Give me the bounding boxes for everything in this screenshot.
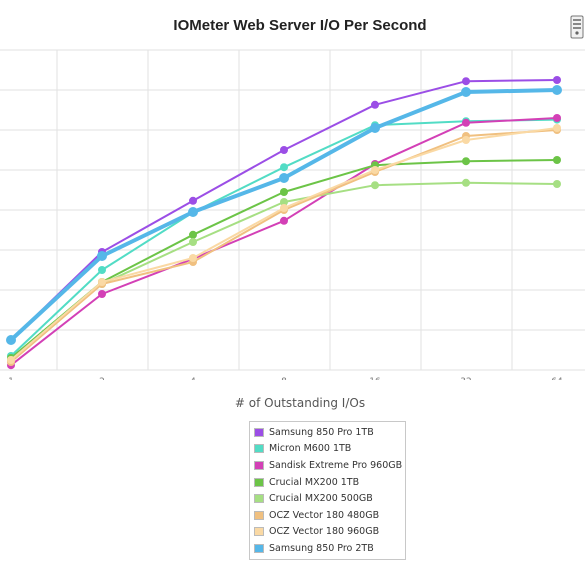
data-point <box>280 163 288 172</box>
legend: Samsung 850 Pro 1TB Micron M600 1TB Sandis… <box>249 421 406 560</box>
series-ocz-vector-180-960gb <box>7 124 561 364</box>
x-tick-labels: 1 2 4 8 16 32 64 <box>8 377 563 380</box>
data-point <box>280 146 288 154</box>
legend-label: Micron M600 1TB <box>269 443 352 455</box>
data-point <box>6 335 16 345</box>
legend-label: Crucial MX200 500GB <box>269 493 373 505</box>
data-point <box>371 181 379 190</box>
data-point <box>7 356 15 364</box>
data-point <box>189 238 197 246</box>
legend-label: OCZ Vector 180 480GB <box>269 509 380 521</box>
data-point <box>188 207 198 217</box>
plot-area: 1 2 4 8 16 32 64 <box>0 49 585 380</box>
data-point <box>552 85 562 95</box>
data-point <box>280 216 288 225</box>
data-point <box>98 266 106 274</box>
x-tick-label: 1 <box>8 377 14 380</box>
x-tick-label: 2 <box>99 377 105 380</box>
legend-item-crucial-mx200-1tb: Crucial MX200 1TB <box>254 474 405 491</box>
series-crucial-mx200-1tb <box>7 156 561 362</box>
legend-swatch <box>254 477 264 487</box>
data-point <box>98 278 106 286</box>
legend-swatch <box>254 527 264 537</box>
legend-item-sandisk-extreme-pro-960gb: Sandisk Extreme Pro 960GB <box>254 457 405 474</box>
data-point <box>371 166 379 174</box>
legend-label: Sandisk Extreme Pro 960GB <box>269 459 403 471</box>
series-line <box>10 118 558 357</box>
data-point <box>189 254 197 262</box>
legend-item-crucial-mx200-500gb: Crucial MX200 500GB <box>254 490 405 507</box>
data-point <box>553 114 561 122</box>
legend-label: Crucial MX200 1TB <box>269 476 360 488</box>
legend-item-ocz-vector-180-960gb: OCZ Vector 180 960GB <box>254 524 405 541</box>
series-line <box>10 127 558 361</box>
data-point <box>279 173 289 183</box>
data-point <box>553 156 561 164</box>
legend-item-samsung-850-pro-2tb: Samsung 850 Pro 2TB <box>254 540 405 557</box>
data-point <box>462 178 470 187</box>
data-point <box>280 188 288 196</box>
data-point <box>553 76 561 84</box>
data-point <box>461 87 471 97</box>
series-layer <box>6 76 562 370</box>
data-point <box>189 196 197 205</box>
gridlines <box>0 49 585 371</box>
x-tick-label: 64 <box>551 377 563 380</box>
data-point <box>462 136 470 144</box>
server-logo-icon <box>570 15 584 39</box>
legend-label: OCZ Vector 180 960GB <box>269 526 380 538</box>
data-point <box>280 198 288 206</box>
data-point <box>462 157 470 166</box>
x-tick-label: 4 <box>190 377 196 380</box>
data-point <box>462 77 470 86</box>
legend-swatch <box>254 427 264 437</box>
legend-item-samsung-850-pro-1tb: Samsung 850 Pro 1TB <box>254 424 405 441</box>
chart-title: IOMeter Web Server I/O Per Second <box>173 17 427 34</box>
legend-item-micron-m600-1tb: Micron M600 1TB <box>254 441 405 458</box>
data-point <box>553 124 561 132</box>
x-axis-title: # of Outstanding I/Os <box>234 396 366 410</box>
data-point <box>462 118 470 127</box>
legend-swatch <box>254 510 264 520</box>
legend-label: Samsung 850 Pro 2TB <box>269 542 374 554</box>
legend-swatch <box>254 444 264 454</box>
data-point <box>370 123 380 133</box>
data-point <box>189 230 197 239</box>
data-point <box>280 204 288 212</box>
x-tick-label: 32 <box>460 377 471 380</box>
legend-item-ocz-vector-180-480gb: OCZ Vector 180 480GB <box>254 507 405 524</box>
series-samsung-850-pro-2tb <box>6 85 562 345</box>
data-point <box>98 290 106 298</box>
data-point <box>553 180 561 188</box>
x-tick-label: 16 <box>369 377 381 380</box>
legend-label: Samsung 850 Pro 1TB <box>269 426 374 438</box>
x-tick-label: 8 <box>281 377 287 380</box>
legend-swatch <box>254 494 264 504</box>
data-point <box>371 100 379 109</box>
series-line <box>10 117 558 366</box>
legend-swatch <box>254 543 264 553</box>
series-line <box>9 88 558 342</box>
data-point <box>97 251 107 261</box>
legend-swatch <box>254 460 264 470</box>
